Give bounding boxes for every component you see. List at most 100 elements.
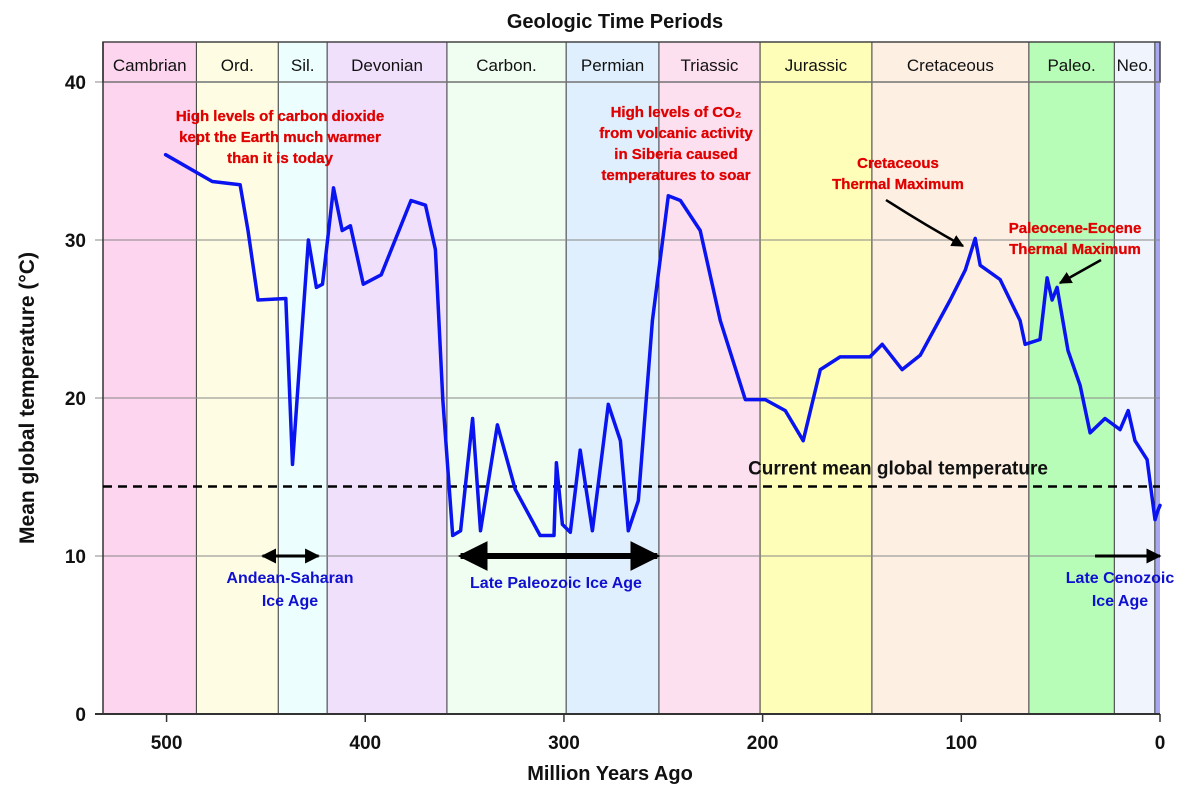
period-label: Carbon. xyxy=(476,56,536,75)
data-point xyxy=(560,522,564,526)
data-point xyxy=(495,423,499,427)
data-point xyxy=(256,298,260,302)
data-point xyxy=(568,530,572,534)
data-point xyxy=(298,349,302,353)
period-band xyxy=(658,42,761,714)
period-band xyxy=(103,42,197,714)
x-tick-label: 100 xyxy=(945,733,977,754)
annotation-text: Paleocene-Eocene xyxy=(1009,220,1142,237)
data-point xyxy=(963,268,967,272)
data-point xyxy=(1018,319,1022,323)
data-point xyxy=(479,529,482,533)
data-point xyxy=(743,398,747,402)
annotation-text: than it is today xyxy=(227,150,334,167)
period-band xyxy=(760,42,872,714)
annotation-text: from volcanic activity xyxy=(599,125,753,142)
data-point xyxy=(471,417,475,421)
ice-age-label: Ice Age xyxy=(1092,593,1148,610)
data-point xyxy=(1118,428,1122,432)
data-point xyxy=(409,199,413,202)
data-point xyxy=(164,153,168,157)
data-point xyxy=(763,398,767,402)
data-point xyxy=(210,180,214,184)
data-point xyxy=(291,462,295,466)
data-point xyxy=(433,247,437,251)
period-label: Triassic xyxy=(681,56,739,75)
data-point xyxy=(838,355,842,359)
data-point xyxy=(626,529,630,533)
data-point xyxy=(606,402,610,406)
series xyxy=(163,152,1162,538)
data-point xyxy=(973,236,977,240)
axes: 0 10 20 30 40 500 400 300 200 100 0 xyxy=(65,42,1165,754)
period-band xyxy=(566,42,659,714)
x-tick-label: 0 xyxy=(1155,733,1166,754)
data-point xyxy=(650,319,654,323)
annotations: Current mean global temperature Andean-Sa… xyxy=(103,104,1174,610)
data-point xyxy=(698,229,702,233)
period-band xyxy=(1154,42,1160,714)
data-point xyxy=(1023,342,1027,346)
x-axis-label: Million Years Ago xyxy=(527,763,693,785)
period-band xyxy=(1114,42,1155,714)
y-tick-label: 20 xyxy=(65,389,86,410)
data-point xyxy=(441,398,445,402)
y-tick-label: 0 xyxy=(75,705,86,726)
ice-age-label: Late Cenozoic xyxy=(1066,570,1175,587)
x-tick-label: 500 xyxy=(151,733,183,754)
ice-age-label: Late Paleozoic Ice Age xyxy=(470,575,642,592)
period-label: Paleo. xyxy=(1047,56,1095,75)
period-band xyxy=(1028,42,1115,714)
y-tick-label: 40 xyxy=(65,73,86,94)
data-point xyxy=(948,298,952,302)
x-tick-label: 400 xyxy=(349,733,381,754)
y-tick-label: 30 xyxy=(65,231,86,252)
chart-title: Geologic Time Periods xyxy=(507,11,723,33)
period-band xyxy=(196,42,279,714)
data-point xyxy=(1133,439,1137,443)
data-point xyxy=(1055,285,1059,289)
data-point xyxy=(900,368,904,372)
x-tick-label: 300 xyxy=(548,733,580,754)
data-point xyxy=(718,319,722,323)
data-point xyxy=(1050,298,1054,302)
data-point xyxy=(538,533,542,537)
data-point xyxy=(666,194,670,198)
data-point xyxy=(1156,508,1160,512)
y-axis-label: Mean global temperature (°C) xyxy=(16,252,39,544)
data-point xyxy=(998,278,1002,281)
data-point xyxy=(1145,458,1149,462)
period-label: Devonian xyxy=(351,56,423,75)
data-point xyxy=(880,342,884,346)
data-point xyxy=(918,353,922,357)
temperature-line xyxy=(163,152,1162,538)
period-label: Neo. xyxy=(1117,56,1153,75)
period-bands: Cambrian Ord. Sil. Devonian Carbon. Permian Tr… xyxy=(102,41,1161,714)
data-point xyxy=(818,368,822,372)
data-point xyxy=(1103,417,1107,421)
data-point xyxy=(314,285,318,289)
data-point xyxy=(306,238,310,242)
data-point xyxy=(978,263,982,267)
data-point xyxy=(1045,276,1049,280)
y-tick-label: 10 xyxy=(65,547,86,568)
period-label: Cretaceous xyxy=(907,56,994,75)
data-point xyxy=(1078,383,1082,387)
data-point xyxy=(423,203,427,207)
annotation-arrow xyxy=(885,198,965,248)
period-label: Jurassic xyxy=(785,56,848,75)
period-band xyxy=(871,42,1029,714)
data-point xyxy=(678,199,682,202)
annotation-text: in Siberia caused xyxy=(614,146,737,163)
data-point xyxy=(331,186,335,190)
data-point xyxy=(636,499,640,503)
data-point xyxy=(451,533,455,537)
data-point xyxy=(1038,338,1042,342)
data-point xyxy=(340,229,344,233)
annotation-text: kept the Earth much warmer xyxy=(179,129,381,146)
data-point xyxy=(554,461,558,465)
period-label: Sil. xyxy=(291,56,315,75)
annotation-text: Thermal Maximum xyxy=(1009,241,1141,258)
period-band xyxy=(327,42,447,714)
